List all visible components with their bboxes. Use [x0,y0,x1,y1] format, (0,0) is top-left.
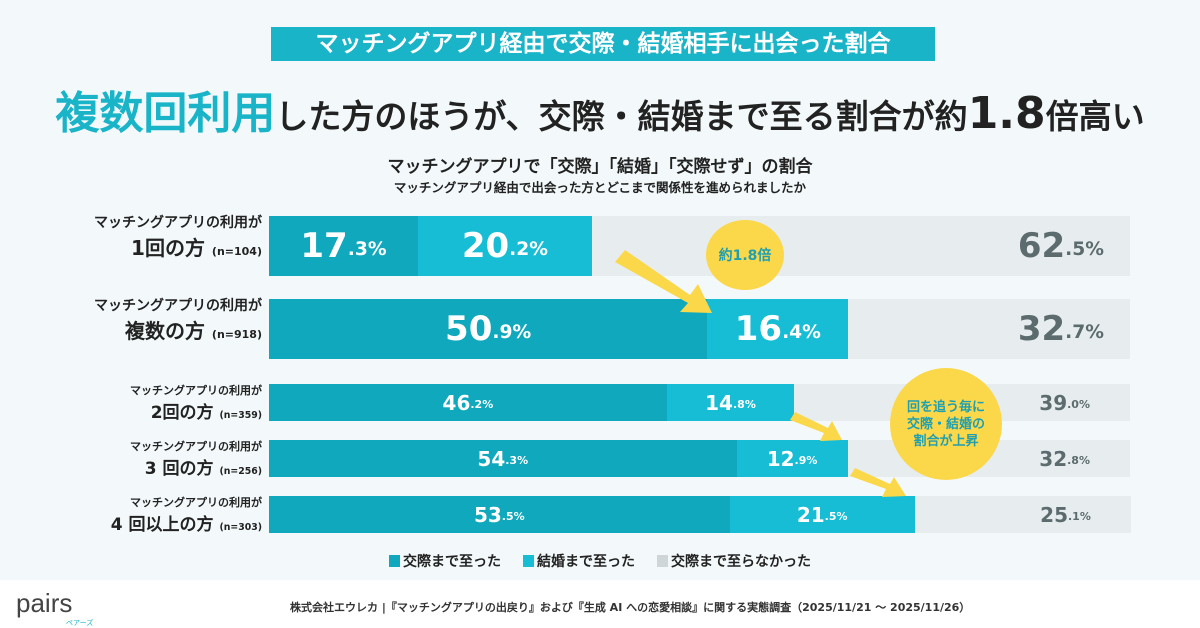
legend-item: 交際まで至った [389,551,501,571]
category-prefix: マッチングアプリの利用が [130,496,262,509]
bar-segment: 16.4% [707,299,849,359]
data-label: 21 [796,502,825,527]
pairs-logo-sub: ペアーズ [66,619,94,627]
category-main: 1回の方 [131,236,205,260]
footer: pairs ペアーズ 株式会社エウレカ |『マッチングアプリの出戻り』および『生… [0,580,1200,628]
arrow-icon [850,468,906,497]
bar-segment: 14.8% [666,384,795,421]
arrow-icon [790,412,842,441]
banner-title: マッチングアプリ経由で交際・結婚相手に出会った割合 [271,27,935,61]
headline-text-end: 倍高い [1045,97,1145,136]
headline-number: 1.8 [967,88,1046,139]
category-prefix: マッチングアプリの利用が [130,440,262,453]
category-n: (n=359) [219,410,262,421]
headline: 複数回利用した方のほうが、交際・結婚まで至る割合が約1.8倍高い [0,84,1200,147]
data-label: 25 [1040,502,1068,527]
category-main: 2回の方 [150,403,214,423]
data-label: 20 [461,226,510,266]
bar-segment: 32.7% [848,299,1130,359]
data-label: 32 [1017,309,1066,349]
category-main: 複数の方 [124,319,205,343]
data-label: 46 [442,390,471,415]
category-n: (n=256) [219,466,262,477]
headline-text: した方のほうが、交際・結婚まで至る割合が約 [275,97,968,136]
bar-segment: 53.5% [269,496,730,533]
category-label: マッチングアプリの利用が 3 回の方 (n=256) [130,438,262,479]
bar-segment: 21.5% [729,496,915,533]
data-label: 39 [1039,390,1068,415]
bar-segment: 25.1% [914,496,1131,533]
category-n: (n=303) [219,522,262,533]
category-main: 4 回以上の方 [110,515,214,535]
legend-item: 交際まで至らなかった [657,551,811,571]
legend: 交際まで至った 結婚まで至った 交際まで至らなかった [0,551,1200,571]
source-note: 株式会社エウレカ |『マッチングアプリの出戻り』および『生成 AI への恋愛相談… [290,601,971,614]
annotation-bubble-rising: 回を追う毎に交際・結婚の割合が上昇 [890,368,1002,480]
data-label: 32 [1039,446,1068,471]
category-label: マッチングアプリの利用が 1回の方 (n=104) [94,212,262,261]
data-label: 12 [766,446,795,471]
bar-segment: 46.2% [269,384,667,421]
category-prefix: マッチングアプリの利用が [94,298,262,314]
category-prefix: マッチングアプリの利用が [130,384,262,397]
bar-segment: 17.3% [269,216,418,276]
category-n: (n=918) [211,328,262,341]
chart-subtitle: マッチングアプリ経由で出会った方とどこまで関係性を進められましたか [393,180,807,195]
category-label: マッチングアプリの利用が 2回の方 (n=359) [130,382,262,423]
pairs-logo: pairs [16,588,73,618]
annotation-bubble-1-8x: 約1.8倍 [706,220,784,290]
bar-segment: 54.3% [269,440,737,477]
data-label: 54 [477,446,506,471]
arrow-icon [615,250,712,313]
headline-highlight: 複数回利用 [55,88,276,139]
bar-segment: 50.9% [269,299,708,359]
bar-segment: 12.9% [736,440,848,477]
data-label: 17 [300,226,348,266]
category-main: 3 回の方 [144,459,214,479]
legend-swatch [389,555,400,567]
category-label: マッチングアプリの利用が複数の方 (n=918) [94,295,262,344]
category-label: マッチングアプリの利用が 4 回以上の方 (n=303) [111,494,262,535]
bar-segment: 20.2% [417,216,592,276]
category-n: (n=104) [211,245,262,258]
chart-title: マッチングアプリで「交際」「結婚」「交際せず」の割合 [387,157,813,177]
category-prefix: マッチングアプリの利用が [94,215,262,231]
data-label: 62 [1017,226,1066,266]
data-label: 50 [445,309,493,349]
bar-segment: 62.5% [591,216,1130,276]
data-label: 16 [734,309,783,349]
data-label: 53 [473,502,502,527]
legend-swatch [657,555,668,567]
legend-item: 結婚まで至った [523,551,635,571]
data-label: 14 [705,390,733,415]
legend-swatch [523,555,534,567]
